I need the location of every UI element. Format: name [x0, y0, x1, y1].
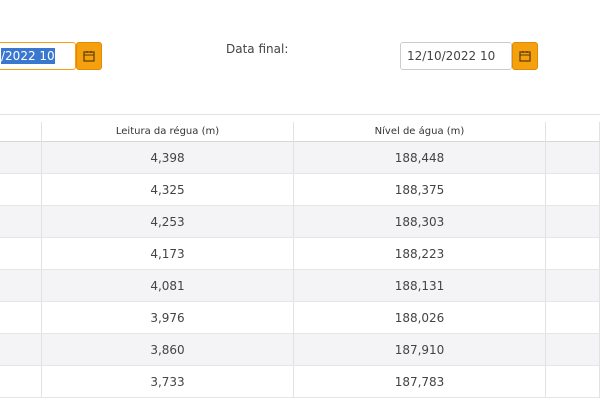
- header-cell: [0, 122, 42, 142]
- table-cell: 188,131: [294, 270, 546, 302]
- empty-cell: [0, 270, 42, 302]
- header-cell: [546, 122, 600, 142]
- empty-cell: [546, 334, 600, 366]
- empty-cell: [546, 302, 600, 334]
- start-calendar-button[interactable]: [76, 42, 102, 70]
- start-date-input[interactable]: /2022 10: [0, 42, 76, 70]
- empty-cell: [0, 366, 42, 398]
- table-cell: 4,253: [42, 206, 294, 238]
- table-cell: 188,303: [294, 206, 546, 238]
- end-date-text: 12/10/2022 10: [407, 49, 496, 63]
- empty-cell: [0, 174, 42, 206]
- empty-cell: [546, 366, 600, 398]
- table-cell: 187,783: [294, 366, 546, 398]
- calendar-icon: [519, 51, 531, 62]
- empty-cell: [0, 238, 42, 270]
- end-calendar-button[interactable]: [512, 42, 538, 70]
- empty-cell: [0, 142, 42, 174]
- empty-cell: [0, 302, 42, 334]
- table-cell: 188,026: [294, 302, 546, 334]
- divider: [0, 114, 600, 115]
- start-date-text: /2022 10: [1, 48, 55, 64]
- table-cell: 4,398: [42, 142, 294, 174]
- table-cell: 3,976: [42, 302, 294, 334]
- empty-cell: [546, 174, 600, 206]
- column-header: Nível de água (m): [294, 122, 546, 142]
- table-cell: 188,375: [294, 174, 546, 206]
- table-cell: 188,223: [294, 238, 546, 270]
- empty-cell: [546, 270, 600, 302]
- empty-cell: [546, 206, 600, 238]
- empty-cell: [546, 142, 600, 174]
- end-date-input[interactable]: 12/10/2022 10: [400, 42, 512, 70]
- empty-cell: [0, 206, 42, 238]
- calendar-icon: [83, 51, 95, 62]
- end-date-label: Data final:: [226, 42, 289, 56]
- table-cell: 4,173: [42, 238, 294, 270]
- table-cell: 3,733: [42, 366, 294, 398]
- data-table: Leitura da régua (m) Nível de água (m) 4,3…: [0, 122, 600, 402]
- empty-cell: [0, 334, 42, 366]
- table-cell: 188,448: [294, 142, 546, 174]
- table-cell: 4,081: [42, 270, 294, 302]
- table-cell: 4,325: [42, 174, 294, 206]
- table-cell: 3,860: [42, 334, 294, 366]
- column-header: Leitura da régua (m): [42, 122, 294, 142]
- empty-cell: [546, 238, 600, 270]
- table-cell: 187,910: [294, 334, 546, 366]
